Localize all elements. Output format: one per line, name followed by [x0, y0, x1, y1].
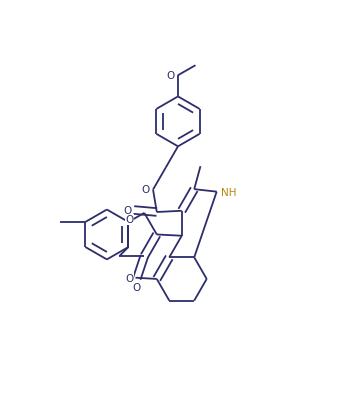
- Text: O: O: [167, 71, 175, 81]
- Text: O: O: [125, 273, 133, 283]
- Text: O: O: [125, 215, 134, 225]
- Text: NH: NH: [220, 187, 236, 197]
- Text: O: O: [141, 184, 149, 194]
- Text: O: O: [133, 282, 141, 292]
- Text: O: O: [124, 205, 132, 215]
